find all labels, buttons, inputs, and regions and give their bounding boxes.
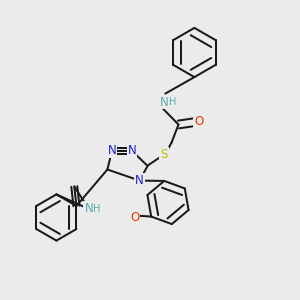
Text: N: N bbox=[107, 144, 116, 158]
Text: O: O bbox=[130, 211, 140, 224]
Text: N: N bbox=[84, 202, 93, 215]
Text: H: H bbox=[169, 97, 176, 107]
Text: H: H bbox=[93, 204, 100, 214]
Text: N: N bbox=[128, 144, 136, 158]
Text: N: N bbox=[159, 95, 168, 109]
Text: O: O bbox=[194, 115, 203, 128]
Text: S: S bbox=[160, 148, 168, 161]
Text: N: N bbox=[135, 174, 144, 187]
